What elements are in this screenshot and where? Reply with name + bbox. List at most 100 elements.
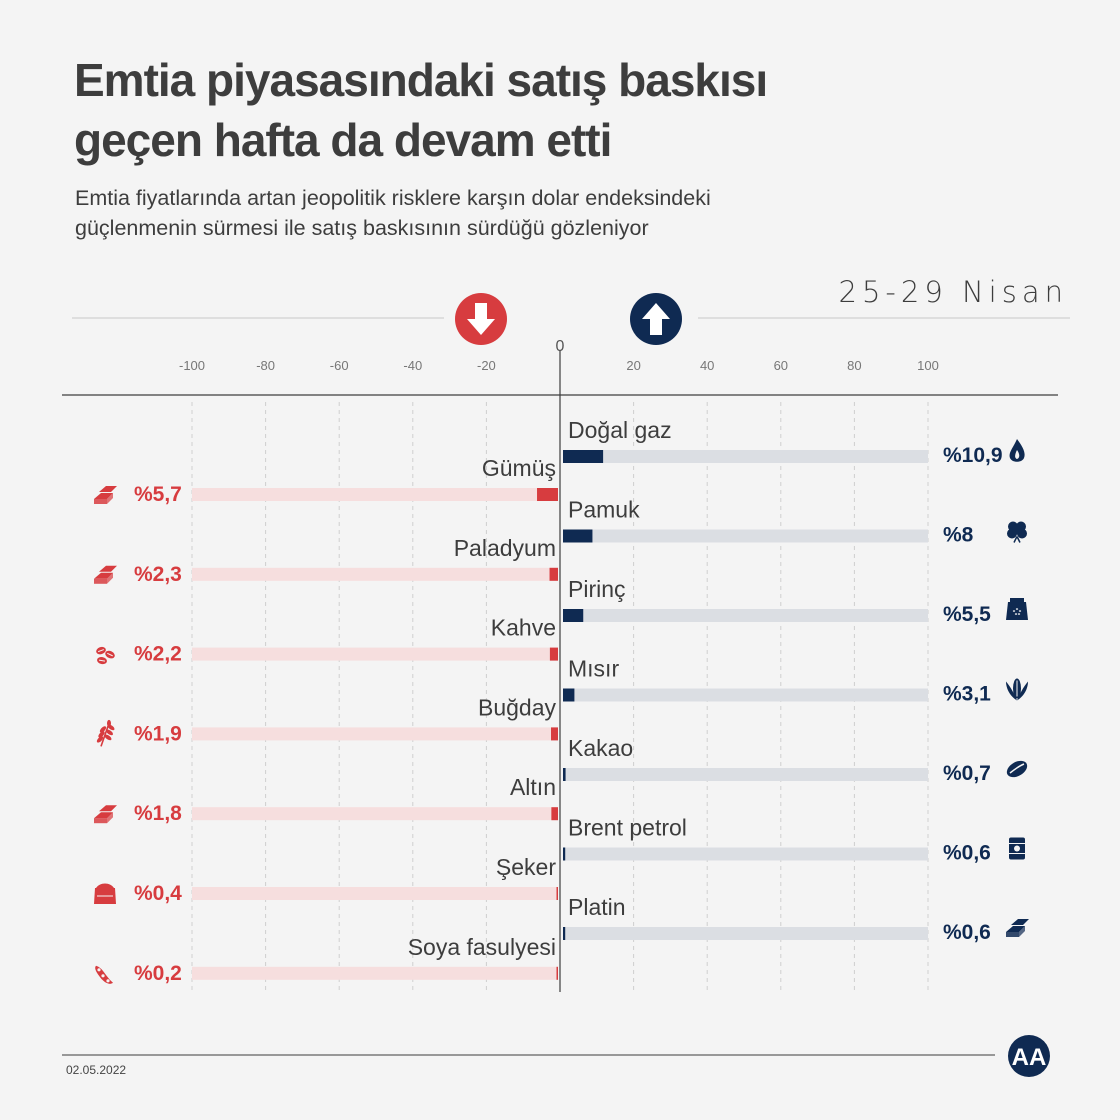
shape [97, 968, 101, 972]
subtitle-line-2: güçlenmenin sürmesi ile satış baskısının… [75, 216, 649, 240]
tick-label: -60 [330, 358, 349, 373]
shape [1010, 598, 1024, 602]
shape [1012, 610, 1016, 612]
bar-name-label: Mısır [568, 656, 619, 682]
tick-label: 0 [556, 338, 565, 355]
shape [94, 499, 107, 504]
bar-track [563, 609, 928, 622]
shape [1006, 681, 1017, 701]
silver-bars-icon [94, 486, 117, 504]
value-label: %8 [943, 524, 974, 547]
chart-frame [62, 293, 1070, 992]
shape [99, 805, 117, 812]
bar-track [192, 647, 558, 661]
shape [1009, 763, 1025, 774]
bar-track [192, 966, 558, 980]
date-range: 25-29 Nisan [838, 275, 1068, 309]
corn-icon [1006, 678, 1028, 701]
shape [1017, 613, 1021, 615]
tick-label: 80 [847, 358, 861, 373]
bar-name-label: Pamuk [568, 497, 640, 523]
shape [107, 493, 113, 504]
shape [1017, 681, 1028, 701]
bar-track [192, 887, 558, 900]
tick-label: 40 [700, 358, 714, 373]
bar [563, 688, 575, 702]
shape [107, 652, 113, 657]
shape [104, 734, 112, 741]
value-label: %0,6 [943, 842, 991, 865]
shape [1018, 610, 1022, 612]
value-label: %0,6 [943, 921, 991, 944]
platinum-bars-icon [1006, 919, 1029, 937]
value-label: %1,8 [134, 802, 182, 825]
shape [98, 731, 105, 738]
shape [94, 493, 113, 499]
aa-logo-icon: AA [1008, 1035, 1050, 1077]
soybean-icon [95, 965, 113, 984]
bar-track [563, 450, 928, 463]
value-label: %5,5 [943, 603, 991, 626]
shape [1015, 450, 1020, 459]
shape [94, 818, 107, 824]
bar-name-label: Şeker [496, 854, 556, 880]
bar-track [563, 847, 928, 861]
footer-date: 02.05.2022 [66, 1063, 127, 1077]
shape [1014, 613, 1018, 615]
bar [556, 887, 558, 900]
footer: AA [62, 1035, 1050, 1077]
bar [556, 966, 558, 980]
bar-track [563, 529, 928, 543]
shape [1014, 845, 1020, 852]
shape [96, 883, 114, 888]
shape [98, 659, 106, 662]
bar-name-label: Pirinç [568, 576, 626, 602]
bar [551, 807, 558, 821]
shape [99, 486, 117, 492]
tick-label: 100 [917, 358, 939, 373]
tick-label: -40 [403, 358, 422, 373]
bar [549, 567, 558, 581]
value-label: %5,7 [134, 483, 182, 506]
tick-label: -100 [179, 358, 205, 373]
bar [537, 488, 558, 501]
shape [1019, 926, 1025, 937]
rice-sack-icon [1006, 598, 1028, 620]
value-label: %2,2 [134, 643, 182, 666]
shape [96, 736, 104, 743]
shape [1006, 602, 1028, 620]
shape [94, 812, 113, 819]
shape [101, 974, 105, 978]
shape [107, 812, 113, 824]
shape [1015, 608, 1019, 610]
bar-name-label: Paladyum [454, 535, 556, 561]
value-label: %0,7 [943, 762, 991, 785]
bar-name-label: Altın [510, 774, 556, 800]
shape [1011, 919, 1029, 925]
shape [99, 565, 117, 572]
title-line-2: geçen hafta da devam etti [74, 114, 612, 166]
coffee-beans-icon [96, 646, 115, 665]
shape [106, 729, 113, 736]
bar [549, 647, 558, 661]
gold-bars-icon [94, 805, 117, 824]
bar [563, 847, 566, 861]
subtitle-line-1: Emtia fiyatlarında artan jeopolitik risk… [75, 186, 711, 210]
value-label: %0,4 [134, 882, 182, 905]
down-arrow-icon [455, 293, 507, 345]
shape [94, 572, 113, 579]
bar-name-label: Doğal gaz [568, 417, 672, 443]
logo-text: AA [1012, 1044, 1047, 1071]
value-label: %1,9 [134, 722, 182, 745]
palladium-bars-icon [94, 565, 117, 584]
shape [1006, 926, 1025, 932]
bar [551, 727, 558, 741]
bar-name-label: Brent petrol [568, 815, 687, 841]
bar [563, 450, 604, 463]
bar-name-label: Soya fasulyesi [408, 934, 556, 960]
bar-track [192, 488, 558, 501]
shape [107, 719, 111, 727]
bar-track [192, 567, 558, 581]
cocoa-icon [1006, 760, 1028, 778]
